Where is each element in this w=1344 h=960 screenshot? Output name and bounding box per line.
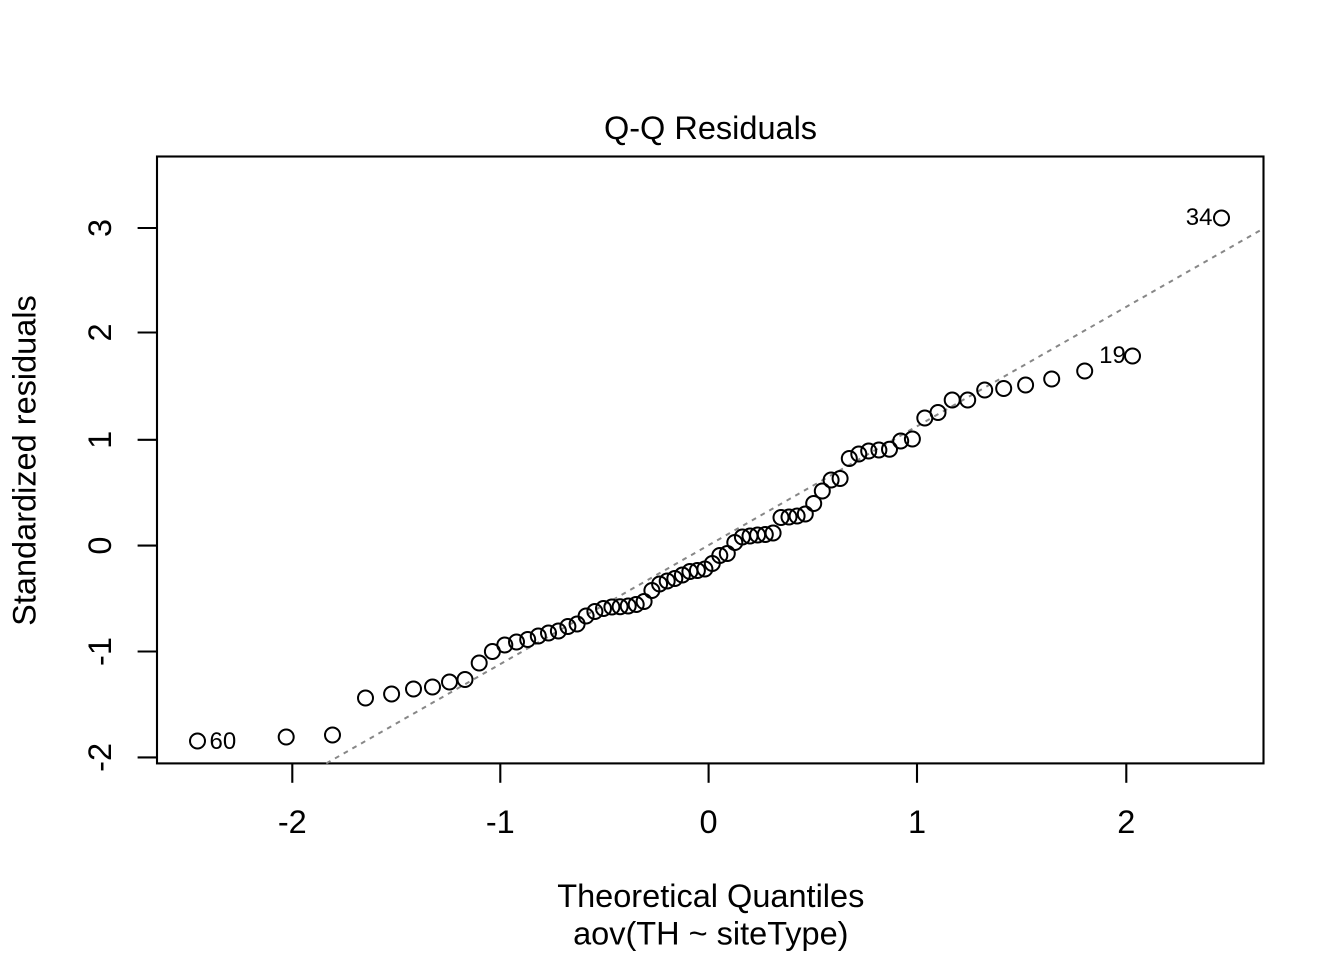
svg-text:-2: -2 (278, 804, 307, 840)
svg-text:-2: -2 (82, 743, 118, 772)
svg-text:34: 34 (1186, 204, 1213, 231)
svg-text:-1: -1 (486, 804, 515, 840)
svg-text:aov(TH ~ siteType): aov(TH ~ siteType) (573, 916, 848, 952)
svg-text:Q-Q Residuals: Q-Q Residuals (604, 110, 817, 146)
svg-text:1: 1 (908, 804, 926, 840)
svg-text:1: 1 (82, 431, 118, 449)
svg-text:Theoretical Quantiles: Theoretical Quantiles (557, 878, 864, 914)
svg-text:19: 19 (1099, 342, 1126, 369)
svg-text:0: 0 (82, 537, 118, 555)
svg-text:2: 2 (1117, 804, 1135, 840)
svg-text:2: 2 (82, 323, 118, 341)
svg-text:0: 0 (700, 804, 718, 840)
svg-text:3: 3 (82, 219, 118, 237)
svg-text:Standardized residuals: Standardized residuals (7, 295, 43, 626)
svg-text:-1: -1 (82, 637, 118, 666)
svg-text:60: 60 (210, 728, 237, 755)
